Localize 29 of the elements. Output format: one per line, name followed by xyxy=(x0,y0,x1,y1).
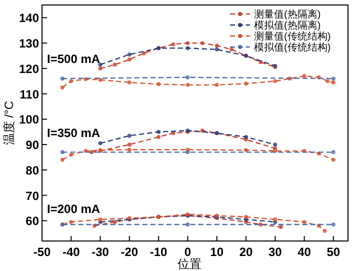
x-tick-label: 30 xyxy=(268,245,282,259)
y-tick-label: 140 xyxy=(18,11,40,26)
x-tick-label: 10 xyxy=(210,245,224,259)
annotation: I=200 mA xyxy=(47,202,100,216)
x-tick-label: 50 xyxy=(326,245,340,259)
x-tick-label: -20 xyxy=(120,245,138,259)
annotation: I=350 mA xyxy=(47,126,100,140)
annotation: I=500 mA xyxy=(47,52,100,66)
y-tick-label: 130 xyxy=(18,36,40,51)
y-tick-label: 110 xyxy=(20,87,40,102)
x-tick-label: 20 xyxy=(239,245,253,259)
x-axis-title: 位置 xyxy=(178,257,202,271)
y-tick-label: 100 xyxy=(18,112,40,127)
legend-label: 测量值(传统结构) xyxy=(254,30,331,42)
y-tick-label: 120 xyxy=(18,62,40,76)
x-tick-label: -50 xyxy=(33,245,51,259)
x-tick-label: 0 xyxy=(184,245,192,259)
y-tick-label: 90 xyxy=(26,138,40,152)
legend-label: 测量值(热隔离) xyxy=(254,8,321,20)
x-tick-label: -40 xyxy=(62,245,80,259)
y-tick-label: 70 xyxy=(26,188,40,203)
x-tick-label: 40 xyxy=(298,245,312,259)
x-tick-label: -10 xyxy=(150,245,168,259)
x-tick-label: -30 xyxy=(92,245,110,259)
legend-label: 模拟值(热隔离) xyxy=(254,20,321,32)
y-tick-label: 80 xyxy=(26,163,40,178)
legend-label: 模拟值(传统结构) xyxy=(254,42,331,54)
y-tick-label: 60 xyxy=(26,214,40,228)
y-axis-title: 温度 /°C xyxy=(2,100,16,146)
